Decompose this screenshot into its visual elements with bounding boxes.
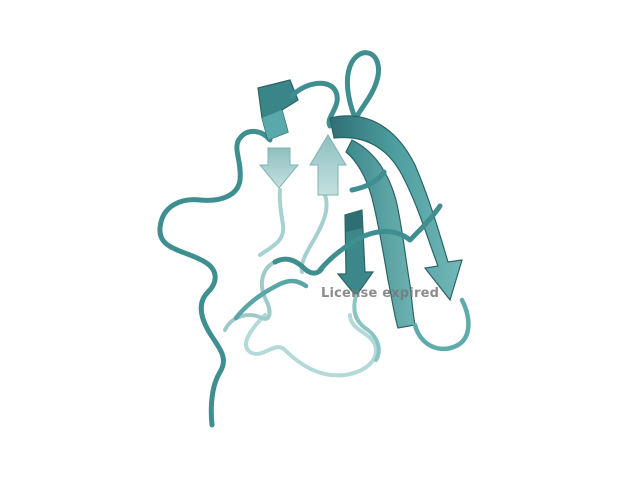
loop-cross-2 [407, 203, 443, 243]
loop-mid-left [233, 278, 309, 321]
loop-back-mid2 [299, 193, 329, 274]
beta-strand-front-1 [329, 115, 463, 302]
loop-cross-4 [272, 256, 325, 276]
loop-bottom-mid [352, 294, 381, 362]
beta-strand-front-3-face [345, 210, 363, 232]
short-helix-face [262, 110, 288, 140]
loop-bottom-right [412, 297, 471, 352]
loop-back-lower [244, 313, 378, 378]
beta-strand-back-2 [309, 134, 347, 196]
loop-hairpin-top [344, 50, 381, 131]
loop-cross-3 [349, 169, 387, 193]
loop-cross-1 [317, 229, 413, 273]
beta-strand-back-1 [258, 147, 300, 189]
loop-back-mid [258, 188, 286, 257]
loop-back-left [223, 260, 277, 332]
loop-n-terminal [157, 129, 273, 428]
